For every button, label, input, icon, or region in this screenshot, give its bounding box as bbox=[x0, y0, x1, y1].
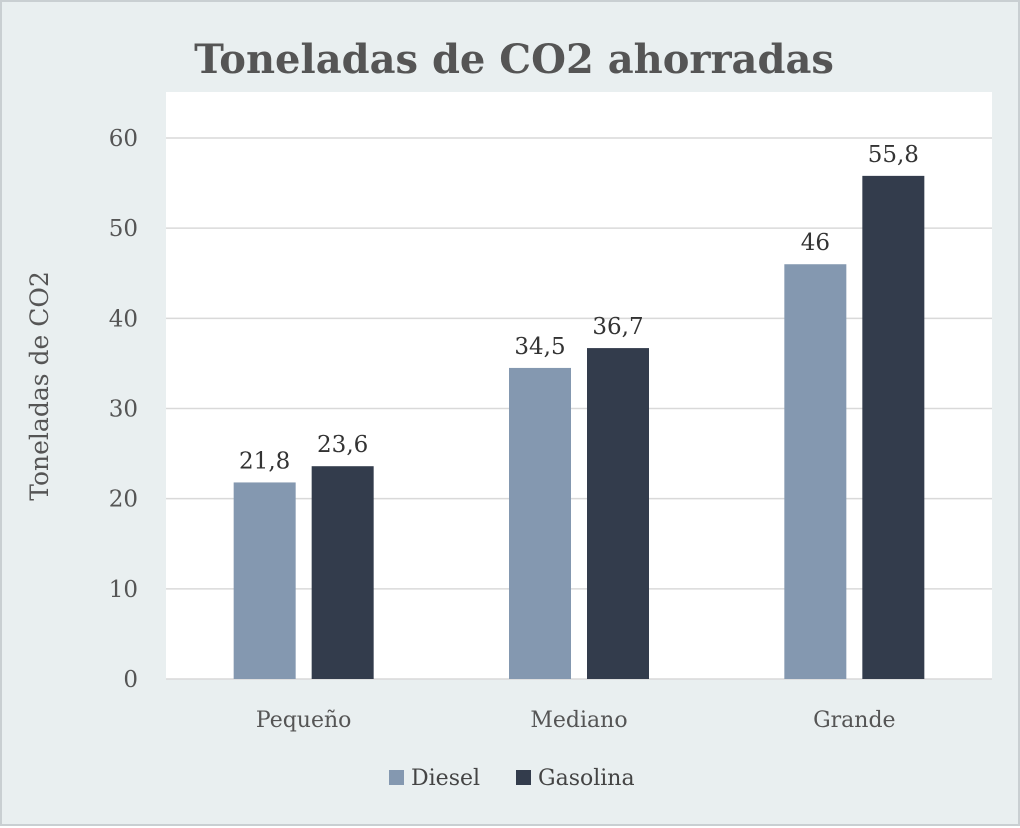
data-label: 36,7 bbox=[592, 314, 643, 340]
legend-swatch-diesel bbox=[389, 770, 404, 785]
data-labels: 21,8 23,6 34,5 36,7 46 55,8 bbox=[239, 142, 919, 475]
x-category-label: Mediano bbox=[530, 708, 627, 733]
bar-diesel-2 bbox=[784, 264, 847, 679]
y-tick-label: 40 bbox=[109, 306, 138, 332]
bar-diesel-0 bbox=[233, 482, 296, 679]
x-axis-categories: Pequeño Mediano Grande bbox=[256, 708, 896, 733]
plot-area bbox=[166, 92, 992, 679]
bar-gasolina-0 bbox=[311, 466, 374, 679]
y-tick-label: 30 bbox=[109, 397, 138, 423]
gridlines bbox=[166, 137, 992, 680]
legend: Diesel Gasolina bbox=[389, 766, 635, 791]
bar-diesel-1 bbox=[509, 367, 571, 679]
bar-gasolina-1 bbox=[587, 348, 649, 679]
data-label: 46 bbox=[801, 230, 830, 256]
legend-label-gasolina: Gasolina bbox=[538, 766, 635, 791]
bar-gasolina-2 bbox=[862, 175, 925, 679]
data-label: 23,6 bbox=[317, 432, 368, 458]
y-tick-label: 10 bbox=[109, 577, 138, 603]
y-tick-label: 20 bbox=[109, 487, 138, 513]
data-label: 55,8 bbox=[868, 142, 919, 168]
legend-swatch-gasolina bbox=[516, 770, 531, 785]
y-axis-label: Toneladas de CO2 bbox=[25, 271, 54, 501]
y-axis-ticks: 0 10 20 30 40 50 60 bbox=[109, 126, 138, 693]
bars bbox=[233, 175, 925, 679]
x-category-label: Grande bbox=[813, 708, 895, 733]
data-label: 34,5 bbox=[514, 334, 565, 360]
y-tick-label: 50 bbox=[109, 216, 138, 242]
x-category-label: Pequeño bbox=[256, 708, 352, 733]
y-tick-label: 60 bbox=[109, 126, 138, 152]
y-tick-label: 0 bbox=[123, 667, 138, 693]
data-label: 21,8 bbox=[239, 448, 290, 474]
chart-title: Toneladas de CO2 ahorradas bbox=[194, 36, 834, 83]
legend-label-diesel: Diesel bbox=[411, 766, 480, 791]
